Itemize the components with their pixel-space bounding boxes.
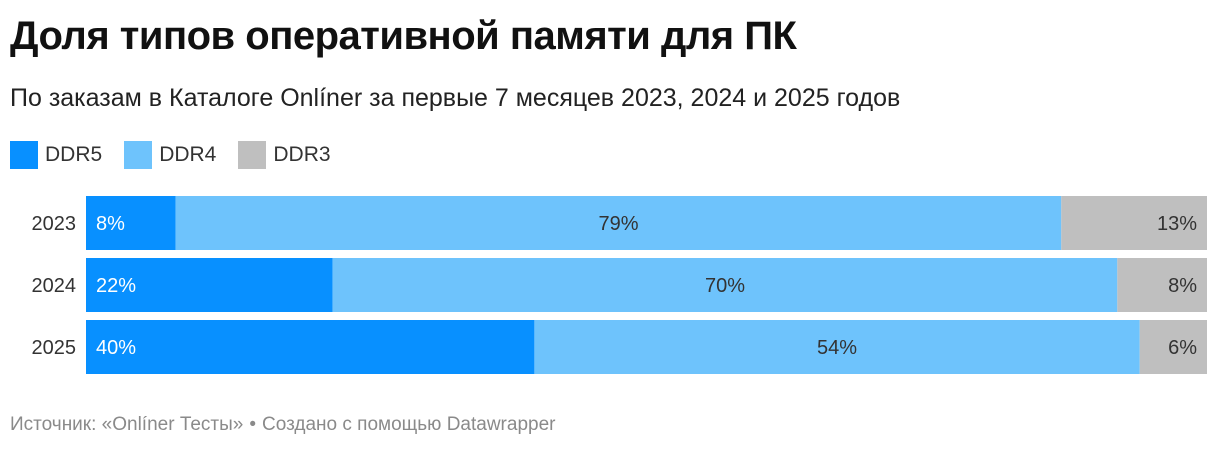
chart-legend: DDR5 DDR4 DDR3 xyxy=(10,141,353,169)
footer-separator: • xyxy=(249,414,257,435)
legend-item-ddr5: DDR5 xyxy=(10,141,102,169)
legend-label-ddr5: DDR5 xyxy=(45,143,103,166)
data-label-ddr4-2025: 54% xyxy=(817,337,857,359)
category-label-2023: 2023 xyxy=(32,213,77,235)
bar-ddr5-2025 xyxy=(86,320,535,374)
data-label-ddr4-2024: 70% xyxy=(705,275,745,297)
legend-swatch-ddr4 xyxy=(124,141,153,169)
bar-ddr5-2024 xyxy=(86,258,333,312)
data-label-ddr3-2025: 6% xyxy=(1168,337,1197,359)
stacked-bar-chart: 2023 8% 79% 13% 2024 22% 70% 8% 2025 40% 54% 6% xyxy=(32,196,1207,374)
credit-note: Создано с помощью Datawrapper xyxy=(262,414,556,435)
bar-ddr4-2025 xyxy=(534,320,1140,374)
source-note: Источник: «Onlíner Тесты» xyxy=(10,414,244,435)
legend-swatch-ddr5 xyxy=(10,141,38,169)
data-label-ddr5-2025: 40% xyxy=(96,337,136,359)
data-label-ddr5-2023: 8% xyxy=(96,213,125,235)
bar-ddr4-2023 xyxy=(175,196,1062,250)
legend-label-ddr4: DDR4 xyxy=(159,143,217,166)
category-label-2025: 2025 xyxy=(32,337,77,359)
chart-footer: Источник: «Onlíner Тесты» • Создано с помо… xyxy=(10,414,555,436)
data-label-ddr5-2024: 22% xyxy=(96,275,136,297)
data-label-ddr4-2023: 79% xyxy=(598,213,638,235)
chart-title: Доля типов оперативной памяти для ПК xyxy=(10,14,797,58)
legend-item-ddr4: DDR4 xyxy=(124,141,216,169)
chart-subtitle: По заказам в Каталоге Onlíner за первые … xyxy=(10,84,901,112)
bar-ddr5-2023 xyxy=(86,196,176,250)
data-label-ddr3-2024: 8% xyxy=(1168,275,1197,297)
bar-ddr4-2024 xyxy=(332,258,1118,312)
legend-item-ddr3: DDR3 xyxy=(238,141,331,169)
category-label-2024: 2024 xyxy=(32,275,77,297)
data-label-ddr3-2023: 13% xyxy=(1157,213,1197,235)
bar-ddr3-2025 xyxy=(1139,320,1207,374)
legend-label-ddr3: DDR3 xyxy=(273,143,331,166)
legend-swatch-ddr3 xyxy=(238,141,267,169)
bar-ddr3-2023 xyxy=(1061,196,1207,250)
bar-ddr3-2024 xyxy=(1117,258,1207,312)
